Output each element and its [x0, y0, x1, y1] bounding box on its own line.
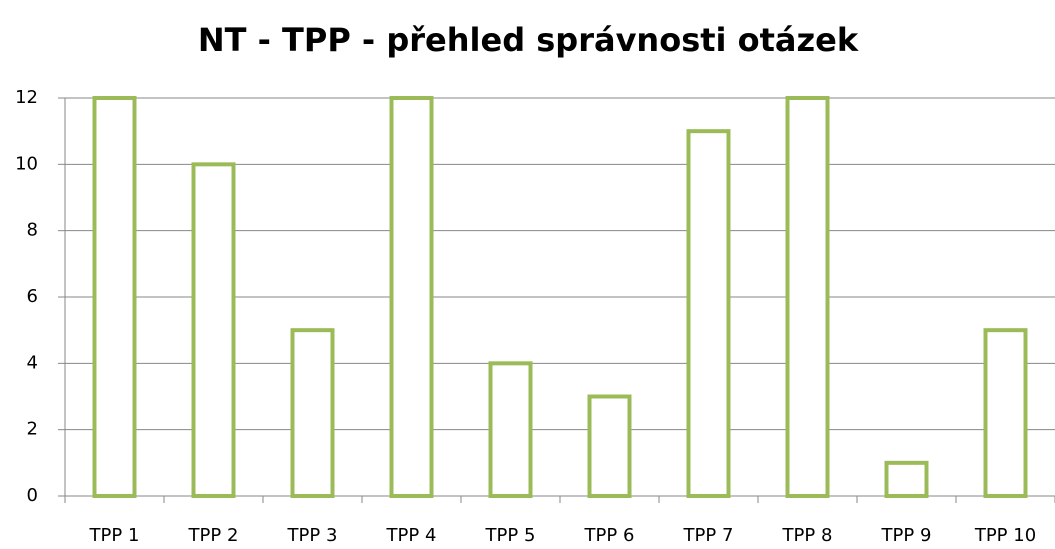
- y-tick-label: 0: [27, 485, 38, 506]
- y-tick-label: 4: [27, 352, 38, 373]
- bar: [686, 129, 731, 499]
- x-tick-label: TPP 1: [89, 525, 140, 546]
- bar: [389, 96, 434, 498]
- x-tick-label: TPP 2: [188, 525, 239, 546]
- x-tick-label: TPP 8: [782, 525, 833, 546]
- y-tick-label: 6: [27, 286, 38, 307]
- x-tick-label: TPP 7: [683, 525, 734, 546]
- y-tick-label: 12: [15, 87, 38, 108]
- x-tick-label: TPP 4: [386, 525, 437, 546]
- bar: [191, 162, 236, 498]
- x-tick-label: TPP 9: [881, 525, 932, 546]
- y-tick-label: 10: [15, 153, 38, 174]
- y-tick-label: 2: [27, 419, 38, 440]
- bar: [290, 328, 335, 498]
- x-tick-label: TPP 6: [584, 525, 635, 546]
- bar: [92, 96, 137, 498]
- chart-title: NT - TPP - přehled správnosti otázek: [198, 21, 859, 59]
- bar: [488, 361, 533, 499]
- x-tick-label: TPP 5: [485, 525, 536, 546]
- bar: [785, 96, 830, 498]
- bar: [884, 460, 929, 499]
- x-tick-label: TPP 10: [974, 525, 1036, 546]
- bar: [983, 328, 1028, 498]
- bar: [587, 394, 632, 498]
- y-tick-label: 8: [27, 220, 38, 241]
- x-tick-label: TPP 3: [287, 525, 338, 546]
